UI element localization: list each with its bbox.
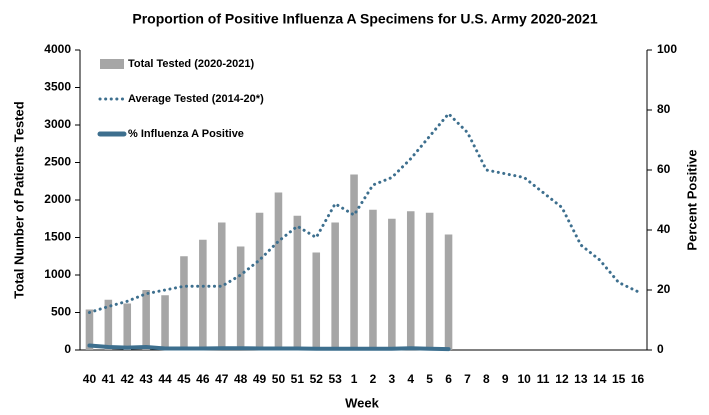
x-tick-label: 2 (370, 372, 377, 386)
x-tick-label: 15 (612, 372, 626, 386)
x-tick-label: 5 (426, 372, 433, 386)
y-tick-label: 0 (64, 342, 71, 356)
x-tick-label: 12 (555, 372, 569, 386)
x-tick-label: 52 (310, 372, 324, 386)
bar (312, 252, 321, 350)
line-series (87, 343, 451, 352)
x-tick-label: 11 (537, 372, 550, 386)
y-axis-title: Total Number of Patients Tested (11, 101, 26, 298)
x-tick-label: 14 (593, 372, 607, 386)
x-tick-label: 49 (253, 372, 267, 386)
x-tick-label: 10 (517, 372, 531, 386)
x-tick-label: 53 (328, 372, 342, 386)
legend-label: Total Tested (2020-2021) (128, 58, 254, 70)
bar (104, 299, 113, 350)
bar (255, 212, 264, 350)
bar (236, 246, 245, 350)
y2-tick-label: 0 (657, 342, 664, 356)
x-tick-label: 48 (234, 372, 248, 386)
legend-swatch (100, 59, 124, 69)
y2-tick-label: 100 (657, 42, 677, 56)
bar (161, 295, 169, 350)
y-tick-label: 2500 (44, 155, 71, 169)
x-tick-label: 3 (389, 372, 396, 386)
y-tick-label: 1000 (44, 267, 71, 281)
x-tick-label: 42 (121, 372, 135, 386)
bar (444, 234, 453, 350)
y2-tick-label: 60 (657, 162, 671, 176)
line-series (87, 112, 640, 314)
x-tick-label: 41 (102, 372, 116, 386)
y2-axis-title: Percent Positive (684, 149, 699, 250)
bar (123, 303, 132, 350)
bar (425, 212, 434, 350)
bar (350, 174, 358, 350)
x-tick-label: 4 (407, 372, 414, 386)
x-tick-label: 6 (445, 372, 452, 386)
x-tick-label: 51 (291, 372, 305, 386)
legend-label: % Influenza A Positive (128, 128, 244, 140)
bar (180, 256, 188, 350)
x-tick-label: 45 (177, 372, 191, 386)
x-tick-label: 46 (196, 372, 210, 386)
x-tick-label: 1 (351, 372, 358, 386)
bar (388, 218, 396, 350)
y-tick-label: 2000 (44, 192, 71, 206)
y-tick-label: 500 (51, 305, 71, 319)
x-tick-label: 50 (272, 372, 286, 386)
y2-tick-label: 20 (657, 282, 671, 296)
chart-title: Proportion of Positive Influenza A Speci… (132, 11, 597, 27)
x-tick-label: 8 (483, 372, 490, 386)
y-tick-label: 1500 (44, 230, 71, 244)
y2-tick-label: 80 (657, 102, 671, 116)
y-tick-label: 3000 (44, 117, 71, 131)
y-tick-label: 3500 (44, 80, 71, 94)
bar (274, 192, 283, 350)
y2-tick-label: 40 (657, 222, 671, 236)
x-tick-label: 13 (574, 372, 588, 386)
bar (142, 290, 150, 350)
bar (217, 222, 226, 350)
x-tick-label: 44 (158, 372, 172, 386)
y-tick-label: 4000 (44, 42, 71, 56)
bar (199, 239, 207, 350)
bar (331, 222, 339, 350)
bar (406, 211, 415, 350)
x-axis-title: Week (345, 395, 379, 410)
bar (293, 215, 302, 350)
x-tick-label: 40 (83, 372, 97, 386)
bar (85, 309, 94, 350)
x-tick-label: 9 (502, 372, 509, 386)
x-tick-label: 16 (631, 372, 645, 386)
x-tick-label: 43 (139, 372, 153, 386)
legend-label: Average Tested (2014-20*) (128, 93, 264, 105)
x-tick-label: 47 (215, 372, 229, 386)
bar (369, 209, 377, 350)
x-tick-label: 7 (464, 372, 471, 386)
